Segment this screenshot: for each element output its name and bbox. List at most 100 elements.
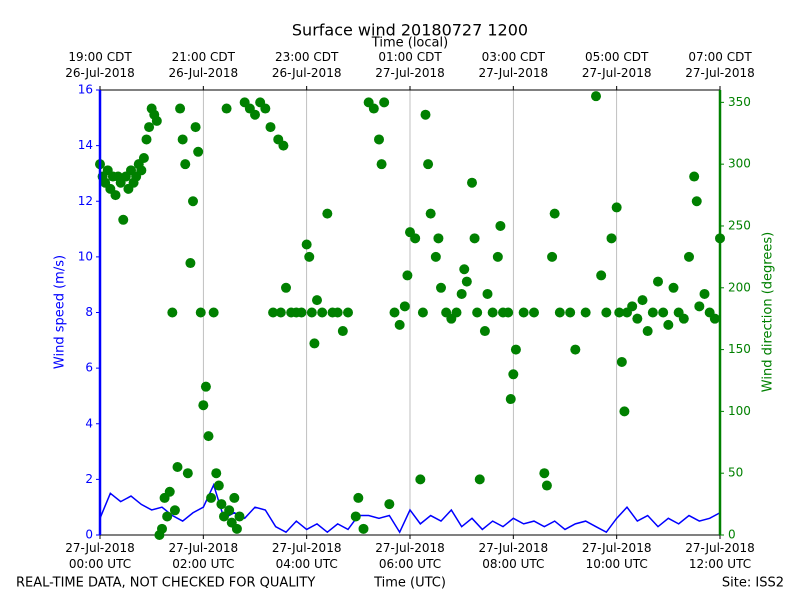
direction-point [203,431,214,442]
footer-note: REAL-TIME DATA, NOT CHECKED FOR QUALITY [16,576,315,591]
direction-point [260,103,271,114]
y2-tick-label: 200 [728,280,751,294]
chart-title: Surface wind 20180727 1200 [292,21,528,40]
site-label: Site: ISS2 [722,576,784,591]
direction-point [606,233,617,244]
direction-point [200,381,211,392]
direction-point [689,171,700,182]
y2-axis-label: Wind direction (degrees) [761,232,776,392]
direction-point [565,307,576,318]
direction-point [206,492,217,503]
y-tick-label: 14 [78,138,93,152]
direction-point [312,295,322,306]
direction-point [234,511,245,522]
x-tick-label: 27-Jul-2018 06:00 UTC [375,541,445,571]
direction-point [343,307,353,318]
direction-point [410,233,421,244]
direction-point [637,295,648,306]
direction-point [368,103,379,114]
direction-point [198,400,209,411]
direction-point [647,307,658,318]
direction-point [616,356,627,367]
direction-point [456,288,467,299]
direction-point [433,233,444,244]
y2-tick-label: 350 [728,95,751,109]
direction-point [632,313,643,324]
direction-point [265,122,276,133]
y-tick-label: 10 [78,249,93,263]
direction-point [663,319,674,330]
direction-point [216,499,227,510]
x-tick-label: 27-Jul-2018 00:00 UTC [65,541,135,571]
direction-point [423,159,434,170]
direction-point [394,319,405,330]
direction-point [547,251,558,262]
direction-point [658,307,669,318]
direction-point [350,511,361,522]
direction-point [164,486,175,497]
direction-point [591,91,601,102]
direction-point [211,468,222,479]
direction-point [495,220,506,231]
direction-point [281,282,291,293]
direction-point [684,251,694,262]
direction-point [221,103,232,114]
direction-point [459,264,470,275]
direction-point [167,307,178,318]
direction-point [678,313,689,324]
direction-point [172,462,183,473]
x-axis-label: Time (UTC) [373,576,446,591]
direction-point [461,276,472,287]
y2-tick-label: 300 [728,157,751,171]
direction-point [138,152,149,163]
direction-point [482,288,493,299]
direction-point [430,251,441,262]
direction-point [699,288,710,299]
direction-point [402,270,413,281]
direction-point [619,406,630,417]
top-x-tick-label: 03:00 CDT 27-Jul-2018 [479,50,549,80]
direction-point [177,134,188,145]
direction-point [529,307,539,318]
y-tick-label: 16 [78,83,93,97]
direction-point [376,159,387,170]
direction-point [436,282,446,293]
y2-tick-label: 250 [728,218,751,232]
x-tick-label: 27-Jul-2018 12:00 UTC [685,541,755,571]
y-axis-label: Wind speed (m/s) [53,255,68,369]
direction-point [653,276,663,287]
direction-point [467,177,477,188]
direction-point [118,214,129,225]
direction-point [399,301,410,312]
top-x-tick-label: 07:00 CDT 27-Jul-2018 [685,50,755,80]
top-x-tick-label: 23:00 CDT 26-Jul-2018 [272,50,342,80]
direction-point [296,307,307,318]
direction-point [691,196,702,207]
direction-point [317,307,328,318]
y-tick-label: 2 [85,472,93,486]
direction-point [549,208,560,219]
top-x-tick-label: 21:00 CDT 26-Jul-2018 [169,50,239,80]
direction-point [175,103,186,114]
speed-line [99,482,721,534]
direction-point [144,122,155,133]
direction-point [278,140,289,151]
direction-point [389,307,400,318]
direction-point [224,505,235,516]
direction-point [479,326,490,337]
direction-point [180,159,191,170]
direction-point [379,97,390,108]
direction-point [374,134,384,145]
direction-point [231,523,242,534]
y2-tick-label: 150 [728,342,751,356]
direction-point [518,307,529,318]
direction-point [415,474,426,485]
direction-point [141,134,152,145]
direction-point [185,258,196,269]
top-x-tick-label: 05:00 CDT 27-Jul-2018 [582,50,652,80]
direction-point [541,480,552,491]
direction-point [601,307,612,318]
direction-point [469,233,480,244]
direction-point [596,270,607,281]
y-tick-label: 6 [85,361,93,375]
